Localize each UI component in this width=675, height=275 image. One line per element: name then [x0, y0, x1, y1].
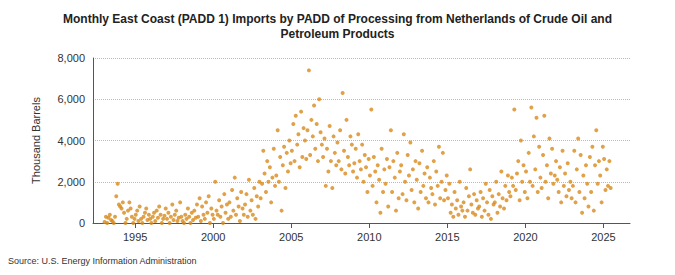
svg-text:6,000: 6,000: [57, 93, 85, 105]
svg-text:Thousand Barrels: Thousand Barrels: [30, 97, 42, 184]
svg-text:2015: 2015: [435, 231, 459, 243]
svg-text:Monthly East Coast (PADD 1) Im: Monthly East Coast (PADD 1) Imports by P…: [63, 12, 612, 26]
svg-text:8,000: 8,000: [57, 52, 85, 64]
svg-text:2010: 2010: [357, 231, 381, 243]
svg-text:2000: 2000: [201, 231, 225, 243]
svg-text:Petroleum Products: Petroleum Products: [280, 27, 394, 41]
svg-text:1995: 1995: [123, 231, 147, 243]
svg-text:2,000: 2,000: [57, 176, 85, 188]
svg-text:2025: 2025: [591, 231, 615, 243]
svg-text:2020: 2020: [513, 231, 537, 243]
svg-text:2005: 2005: [279, 231, 303, 243]
svg-text:Source: U.S. Energy Informatio: Source: U.S. Energy Information Administ…: [8, 256, 197, 266]
svg-text:4,000: 4,000: [57, 135, 85, 147]
svg-text:0: 0: [79, 217, 85, 229]
